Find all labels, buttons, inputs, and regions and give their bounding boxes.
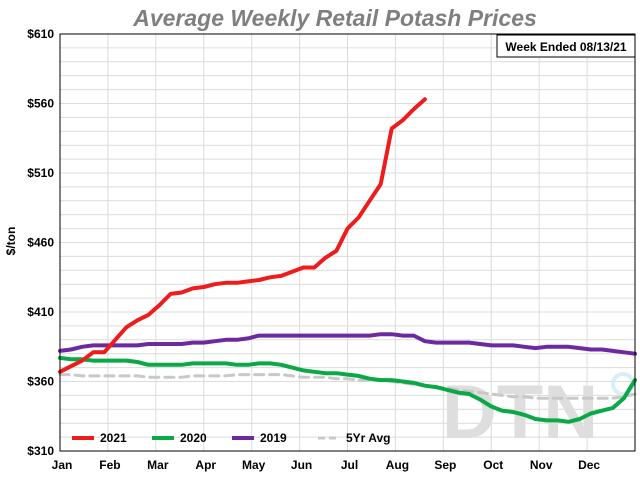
x-tick-label: Jul xyxy=(341,458,358,472)
x-tick-label: Jan xyxy=(52,458,73,472)
x-tick-label: May xyxy=(242,458,266,472)
series-lines xyxy=(58,97,637,424)
x-tick-label: Oct xyxy=(483,458,503,472)
x-tick-label: Apr xyxy=(195,458,216,472)
y-axis-label: $/ton xyxy=(4,227,18,256)
y-tick-labels: $310 $360 $410 $460 $510 $560 $610 xyxy=(27,27,54,458)
legend-label: 2021 xyxy=(100,431,127,445)
x-tick-label: Feb xyxy=(99,458,120,472)
x-tick-label: Sep xyxy=(434,458,456,472)
legend-label: 5Yr Avg xyxy=(346,431,390,445)
series-line-5yr-avg xyxy=(58,373,637,400)
series-line-2019 xyxy=(58,332,637,356)
x-tick-label: Dec xyxy=(578,458,600,472)
series-line-2021 xyxy=(58,97,427,374)
y-tick-label: $510 xyxy=(27,166,54,180)
annotation-text: Week Ended 08/13/21 xyxy=(505,40,627,54)
y-tick-label: $310 xyxy=(27,444,54,458)
y-tick-label: $610 xyxy=(27,27,54,41)
x-tick-labels: Jan Feb Mar Apr May Jun Jul Aug Sep Oct Nov Dec xyxy=(52,458,601,472)
x-tick-label: Aug xyxy=(386,458,409,472)
y-tick-label: $560 xyxy=(27,97,54,111)
plot-frame xyxy=(59,33,636,452)
x-tick-label: Jun xyxy=(291,458,312,472)
series-line-2020 xyxy=(58,355,637,424)
legend: 2021 2020 2019 5Yr Avg xyxy=(72,431,390,445)
chart-title: Average Weekly Retail Potash Prices xyxy=(132,5,537,31)
y-tick-label: $360 xyxy=(27,375,54,389)
dtn-watermark: DTN xyxy=(442,370,635,455)
annotation-box: Week Ended 08/13/21 xyxy=(496,34,636,58)
legend-label: 2020 xyxy=(180,431,207,445)
y-tick-label: $410 xyxy=(27,305,54,319)
x-tick-label: Nov xyxy=(530,458,553,472)
y-tick-label: $460 xyxy=(27,236,54,250)
x-tick-label: Mar xyxy=(147,458,169,472)
legend-label: 2019 xyxy=(260,431,287,445)
annotation-frame xyxy=(496,34,636,58)
